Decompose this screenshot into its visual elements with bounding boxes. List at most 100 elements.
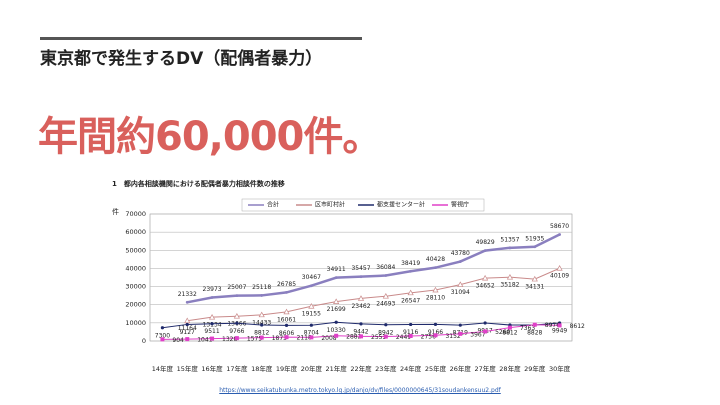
legend-label: 警視庁 (451, 201, 469, 209)
marker (433, 322, 438, 326)
y-tick-label: 60000 (125, 228, 146, 236)
marker (284, 335, 289, 340)
data-label: 38419 (401, 260, 420, 267)
data-label: 9949 (552, 327, 567, 334)
data-label: 36084 (376, 264, 395, 271)
marker (235, 321, 239, 325)
marker (407, 289, 414, 296)
data-label: 1575 (247, 336, 262, 343)
x-tick-label: 14年度 (152, 364, 174, 373)
data-label: 21699 (327, 306, 346, 313)
marker (208, 313, 216, 320)
data-label: 8942 (378, 329, 393, 336)
marker (458, 260, 462, 263)
marker (333, 298, 340, 304)
marker (334, 320, 338, 324)
data-label: 7363 (520, 325, 535, 332)
data-label: 3152 (445, 333, 460, 340)
data-label: 40428 (426, 256, 445, 263)
data-label: 8606 (279, 330, 294, 337)
marker (359, 322, 363, 326)
marker (233, 312, 240, 319)
y-axis-label: 件 (112, 207, 119, 216)
data-label: 49829 (476, 239, 495, 246)
data-label: 2449 (396, 334, 411, 341)
data-label: 58670 (550, 223, 569, 230)
marker (483, 329, 488, 334)
x-tick-label: 22年度 (350, 364, 372, 373)
x-tick-label: 18年度 (251, 364, 273, 373)
marker (558, 233, 561, 236)
marker (482, 274, 489, 281)
marker (334, 333, 339, 338)
marker (309, 335, 314, 340)
data-label: 1328 (222, 336, 237, 343)
data-label: 19155 (302, 311, 321, 318)
marker (309, 323, 313, 327)
marker (160, 326, 165, 330)
header-rule (40, 37, 362, 40)
data-label: 2882 (346, 333, 361, 340)
marker (284, 323, 289, 327)
data-label: 9116 (403, 329, 418, 336)
marker (506, 273, 514, 280)
data-label: 16061 (277, 316, 296, 323)
data-label: 23462 (351, 303, 370, 310)
data-label: 3967 (470, 331, 485, 338)
data-label: 5260 (495, 329, 510, 336)
x-tick-label: 27年度 (474, 364, 496, 373)
marker (309, 284, 313, 288)
x-tick-label: 25年度 (425, 364, 447, 373)
marker (258, 311, 265, 318)
data-label: 2118 (297, 335, 312, 342)
source-link[interactable]: https://www.seikatubunka.metro.tokyo.lg.… (219, 387, 501, 394)
data-label: 8612 (570, 323, 585, 330)
data-label: 51935 (525, 235, 544, 242)
data-label: 2008 (321, 335, 336, 342)
data-label: 26785 (277, 281, 296, 288)
marker (210, 296, 214, 299)
y-tick-label: 70000 (125, 210, 146, 218)
marker (285, 291, 288, 294)
x-tick-label: 29年度 (524, 364, 546, 373)
marker (384, 274, 388, 277)
data-label: 26547 (401, 297, 420, 304)
y-tick-label: 20000 (125, 301, 146, 309)
marker (210, 322, 214, 326)
data-label: 9442 (353, 328, 368, 335)
marker (308, 303, 315, 309)
x-tick-label: 26年度 (450, 364, 472, 373)
marker (359, 275, 363, 279)
marker (508, 246, 512, 250)
x-tick-label: 19年度 (276, 364, 298, 373)
data-label: 7300 (155, 332, 170, 339)
marker (259, 335, 264, 340)
data-label: 9766 (229, 328, 244, 335)
x-tick-label: 20年度 (301, 364, 323, 373)
x-tick-label: 21年度 (326, 364, 348, 373)
y-tick-label: 40000 (125, 264, 146, 272)
data-label: 25118 (252, 284, 271, 291)
y-tick-label: 50000 (125, 246, 146, 254)
headline: 年間約60,000件。 (38, 114, 382, 160)
marker (409, 322, 413, 327)
marker (235, 294, 239, 298)
x-tick-label: 28年度 (499, 364, 521, 373)
series-line (186, 233, 561, 304)
marker (483, 321, 487, 325)
data-label: 31094 (451, 289, 470, 296)
data-label: 34911 (327, 266, 346, 273)
data-label: 904 (172, 337, 184, 344)
x-tick-label: 23年度 (375, 364, 397, 373)
data-label: 9166 (428, 329, 443, 336)
data-label: 35457 (351, 265, 370, 272)
slide-header: 東京都で発生するDV（配偶者暴力） (40, 49, 323, 69)
marker (260, 323, 264, 327)
x-tick-label: 16年度 (201, 364, 223, 373)
marker (409, 269, 413, 273)
marker (532, 322, 537, 327)
data-label: 28110 (426, 295, 445, 302)
data-label: 8812 (502, 330, 517, 337)
y-tick-label: 0 (142, 337, 146, 345)
